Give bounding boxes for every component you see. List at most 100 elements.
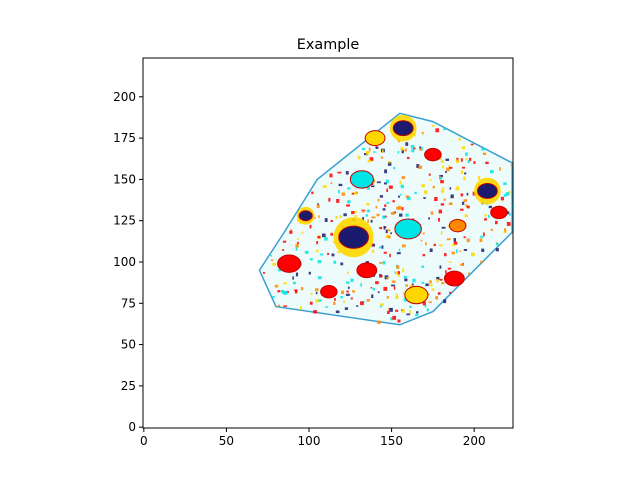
image-pixel-speck xyxy=(455,159,460,164)
image-pixel-speck xyxy=(405,213,409,217)
image-pixel-speck xyxy=(404,148,407,152)
x-tick-label: 150 xyxy=(380,434,403,448)
image-pixel-speck xyxy=(464,214,469,218)
image-pixel-speck xyxy=(436,276,440,281)
image-pixel-speck xyxy=(413,147,416,150)
image-pixel-speck xyxy=(395,271,398,275)
image-pixel-speck xyxy=(437,292,441,295)
image-blob xyxy=(338,225,369,249)
image-blob xyxy=(424,147,442,162)
image-pixel-speck xyxy=(319,253,324,256)
image-pixel-speck xyxy=(274,284,278,288)
x-tick-label: 0 xyxy=(140,434,148,448)
image-pixel-speck xyxy=(394,271,397,274)
image-pixel-speck xyxy=(384,182,388,185)
image-pixel-speck xyxy=(458,137,461,141)
image-pixel-speck xyxy=(463,199,468,202)
image-pixel-speck xyxy=(393,286,396,290)
image-pixel-speck xyxy=(385,179,389,184)
image-pixel-speck xyxy=(382,149,384,153)
image-pixel-speck xyxy=(440,230,443,235)
image-pixel-speck xyxy=(335,310,340,314)
image-pixel-speck xyxy=(368,147,371,152)
image-pixel-speck xyxy=(387,229,391,232)
image-pixel-speck xyxy=(346,290,349,293)
image-pixel-speck xyxy=(340,296,343,299)
image-pixel-speck xyxy=(447,267,452,270)
image-blob xyxy=(448,218,467,233)
image-pixel-speck xyxy=(384,169,388,174)
image-pixel-speck xyxy=(416,311,419,314)
image-pixel-speck xyxy=(277,290,281,293)
image-pixel-speck xyxy=(350,278,354,282)
image-pixel-speck xyxy=(380,156,384,159)
image-pixel-speck xyxy=(290,229,293,232)
image-pixel-speck xyxy=(506,222,511,226)
image-pixel-speck xyxy=(377,291,380,294)
image-pixel-speck xyxy=(421,131,424,135)
image-pixel-speck xyxy=(448,261,452,263)
image-pixel-speck xyxy=(448,291,452,294)
image-pixel-speck xyxy=(335,215,338,220)
image-pixel-speck xyxy=(422,301,426,306)
image-pixel-speck xyxy=(277,304,281,307)
image-pixel-speck xyxy=(379,195,384,198)
x-tick-label: 50 xyxy=(219,434,234,448)
image-pixel-speck xyxy=(338,183,343,187)
image-pixel-speck xyxy=(410,144,415,149)
image-pixel-speck xyxy=(403,298,408,302)
image-pixel-speck xyxy=(425,283,429,287)
image-pixel-speck xyxy=(483,232,485,237)
image-pixel-speck xyxy=(438,209,443,214)
image-pixel-speck xyxy=(439,177,443,180)
image-pixel-speck xyxy=(510,164,513,167)
image-pixel-speck xyxy=(405,284,409,287)
image-blob xyxy=(443,270,465,287)
image-pixel-speck xyxy=(366,209,370,213)
image-pixel-speck xyxy=(484,218,487,221)
image-pixel-speck xyxy=(351,192,355,195)
image-pixel-speck xyxy=(283,282,287,285)
image-pixel-speck xyxy=(346,200,351,204)
image-pixel-speck xyxy=(445,270,447,274)
image-content xyxy=(258,112,513,326)
image-pixel-speck xyxy=(459,263,464,266)
y-tick-label: 75 xyxy=(121,296,136,310)
image-pixel-speck xyxy=(441,187,445,190)
image-pixel-speck xyxy=(443,299,447,304)
image-pixel-speck xyxy=(292,276,294,280)
image-pixel-speck xyxy=(488,205,493,209)
image-blob xyxy=(356,262,378,279)
image-pixel-speck xyxy=(495,248,499,252)
image-pixel-speck xyxy=(424,305,427,308)
image-pixel-speck xyxy=(477,176,481,180)
image-pixel-speck xyxy=(428,301,433,303)
image-pixel-speck xyxy=(440,160,445,163)
image-pixel-speck xyxy=(346,281,350,284)
image-pixel-speck xyxy=(333,260,337,264)
image-pixel-speck xyxy=(375,146,379,149)
image-pixel-speck xyxy=(376,320,381,324)
image-pixel-speck xyxy=(270,254,273,257)
image-pixel-speck xyxy=(341,192,346,196)
image-pixel-speck xyxy=(429,280,432,284)
image-blob xyxy=(320,285,338,299)
image-pixel-speck xyxy=(292,281,296,285)
image-pixel-speck xyxy=(262,272,266,274)
image-pixel-speck xyxy=(403,275,407,279)
image-pixel-speck xyxy=(440,180,444,184)
image-pixel-speck xyxy=(433,243,436,247)
image-pixel-speck xyxy=(371,294,374,299)
image-pixel-speck xyxy=(404,278,408,282)
image-pixel-speck xyxy=(339,215,342,219)
image-pixel-speck xyxy=(391,284,395,287)
image-pixel-speck xyxy=(419,146,421,150)
image-pixel-speck xyxy=(309,224,312,229)
image-pixel-speck xyxy=(421,184,425,188)
image-pixel-speck xyxy=(386,202,390,204)
image-pixel-speck xyxy=(397,151,400,154)
image-pixel-speck xyxy=(397,271,400,275)
image-pixel-speck xyxy=(421,281,425,284)
image-pixel-speck xyxy=(295,272,299,277)
image-pixel-speck xyxy=(322,233,326,238)
